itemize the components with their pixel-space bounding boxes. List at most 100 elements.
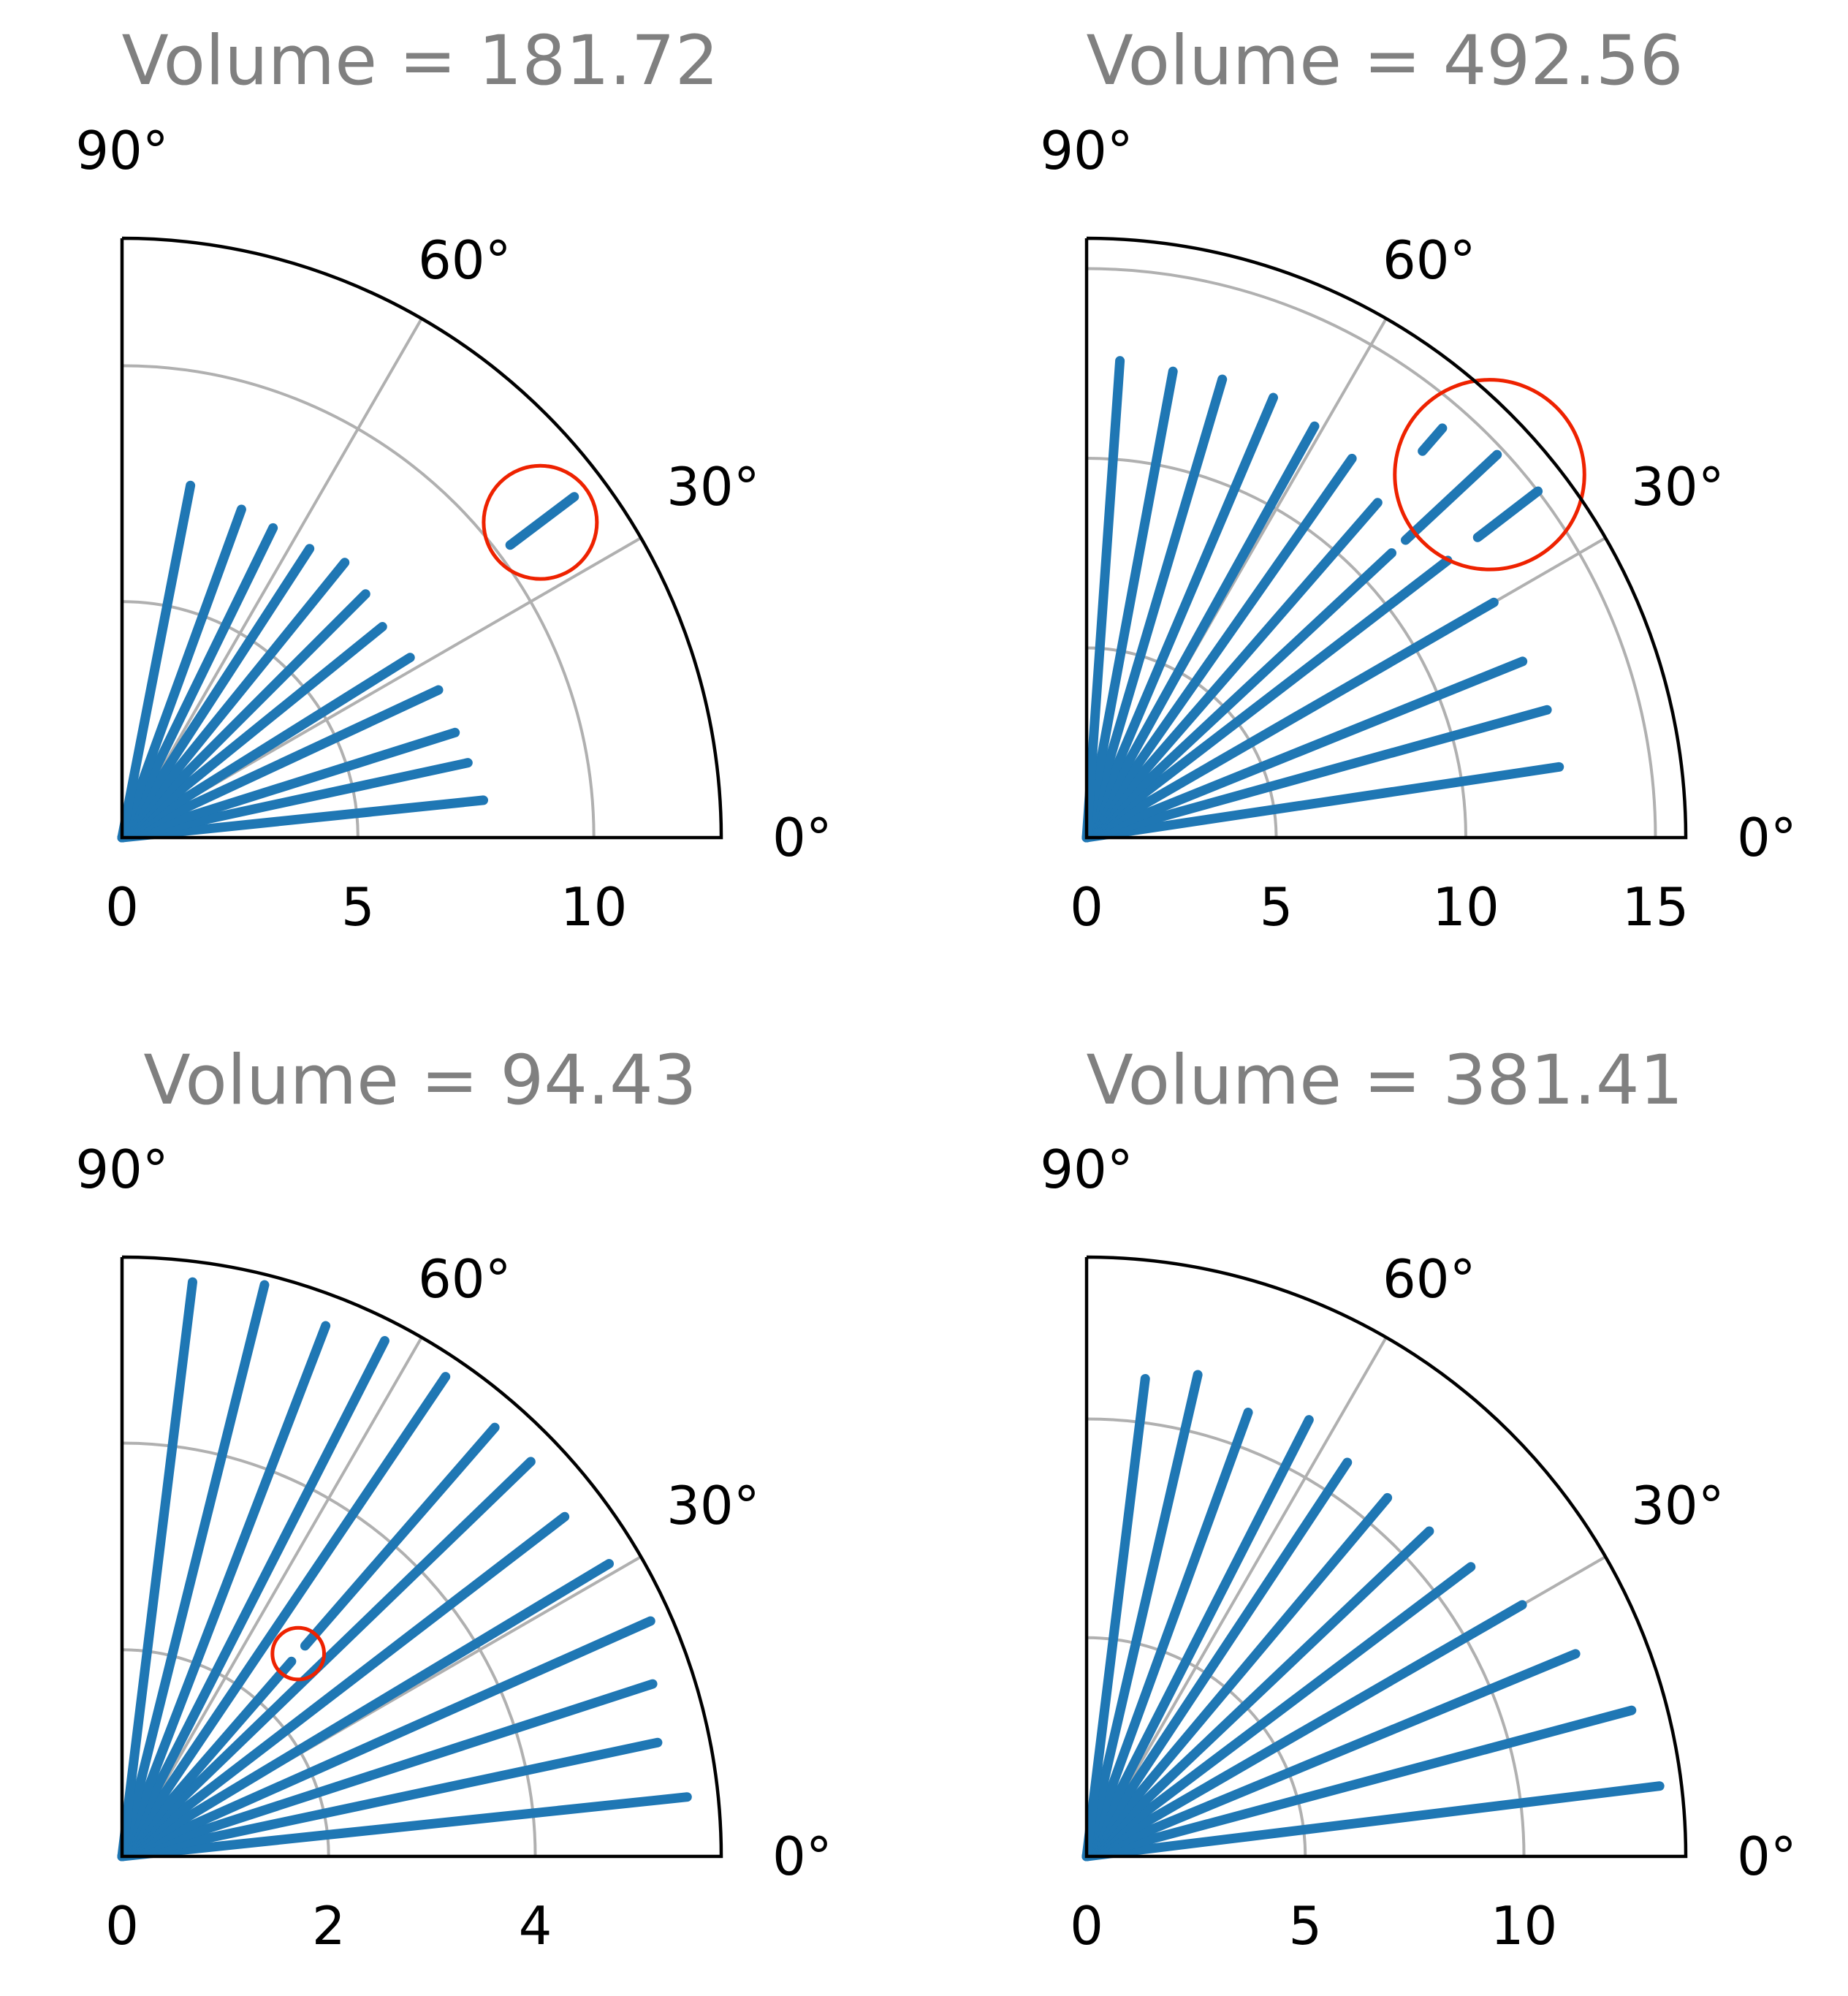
data-segment xyxy=(1081,1781,1665,1862)
data-segment xyxy=(117,1336,389,1862)
data-segment xyxy=(1081,597,1499,843)
r-tick-label: 0 xyxy=(105,1895,139,1957)
theta-tick-label: 60° xyxy=(418,1248,512,1310)
data-segment xyxy=(117,1559,615,1862)
data-segment xyxy=(1081,705,1552,843)
r-tick-label: 2 xyxy=(312,1895,346,1957)
data-segment xyxy=(505,492,579,550)
data-segment xyxy=(1081,1408,1253,1862)
data-segment xyxy=(1472,486,1543,542)
highlight-circle xyxy=(1393,378,1586,572)
polar-frame xyxy=(120,1255,723,1859)
theta-tick-label: 0° xyxy=(1737,807,1797,868)
radial-gridline xyxy=(1086,1417,1526,1857)
angular-gridline xyxy=(121,1336,423,1857)
r-tick-label: 5 xyxy=(1260,876,1293,938)
data-segment xyxy=(1081,1457,1353,1862)
data-segment xyxy=(117,1280,270,1862)
angular-gridline xyxy=(1085,1336,1388,1857)
data-segment xyxy=(117,795,489,843)
polar-panel-3: Volume = 94.43 0 2 4 0° 30° 60° 90° xyxy=(75,1041,832,1957)
data-segment xyxy=(117,1679,658,1862)
theta-tick-label: 30° xyxy=(666,1475,760,1536)
data-segment xyxy=(117,727,460,843)
data-segment xyxy=(117,480,196,843)
r-tick-label: 10 xyxy=(1491,1895,1558,1957)
data-segment xyxy=(1418,423,1448,456)
data-segment xyxy=(1400,449,1502,545)
data-segment xyxy=(117,1321,331,1862)
data-segment xyxy=(117,1511,570,1862)
data-segment xyxy=(117,589,370,843)
theta-tick-label: 60° xyxy=(418,229,512,291)
data-segment xyxy=(117,544,315,843)
data-segment xyxy=(117,558,350,843)
data-segment xyxy=(117,1616,655,1862)
data-segment xyxy=(1081,1492,1393,1862)
r-tick-label: 15 xyxy=(1622,876,1689,938)
theta-tick-label: 90° xyxy=(75,1139,169,1200)
radial-gridline xyxy=(1086,267,1657,838)
panel-title: Volume = 181.72 xyxy=(121,21,718,101)
radial-gridline xyxy=(121,364,596,838)
data-segment xyxy=(1081,366,1178,843)
theta-tick-label: 60° xyxy=(1383,1248,1476,1310)
data-segment xyxy=(1081,453,1357,843)
data-segment xyxy=(1081,498,1383,843)
r-tick-label: 5 xyxy=(1288,1895,1322,1957)
data-segment xyxy=(1081,1415,1314,1862)
data-segment xyxy=(1081,1562,1476,1862)
theta-tick-label: 90° xyxy=(75,120,169,181)
data-segment xyxy=(1081,1526,1434,1862)
data-segment xyxy=(117,685,444,843)
data-segment xyxy=(117,1792,692,1862)
r-tick-label: 4 xyxy=(519,1895,552,1957)
data-segment xyxy=(117,1457,536,1862)
polar-frame xyxy=(120,236,723,840)
data-segment xyxy=(117,1656,297,1862)
data-segment xyxy=(117,1737,663,1862)
data-segment xyxy=(1081,656,1528,843)
r-tick-label: 0 xyxy=(1070,876,1103,938)
theta-tick-label: 0° xyxy=(772,1826,832,1887)
data-segment xyxy=(117,758,473,843)
theta-tick-label: 0° xyxy=(1737,1826,1797,1887)
data-segment xyxy=(117,523,278,843)
data-segment xyxy=(1081,548,1397,843)
panel-title: Volume = 381.41 xyxy=(1086,1041,1683,1120)
r-tick-label: 5 xyxy=(341,876,375,938)
data-segment xyxy=(1081,762,1564,843)
polar-panel-4: Volume = 381.41 0 5 10 0° 30° 60° 90° xyxy=(1040,1041,1797,1957)
polar-panel-1: Volume = 181.72 0 5 10 0° 30° 60° 90° xyxy=(75,21,832,938)
data-segment xyxy=(300,1422,500,1651)
r-tick-label: 0 xyxy=(105,876,139,938)
highlight-circle xyxy=(270,1625,327,1682)
highlight-circle xyxy=(482,463,599,581)
data-segment xyxy=(1081,356,1125,843)
theta-tick-label: 60° xyxy=(1383,229,1476,291)
polar-frame xyxy=(1084,1255,1688,1859)
data-segment xyxy=(1081,1705,1637,1862)
angular-gridline xyxy=(121,317,423,838)
data-segment xyxy=(1081,1370,1203,1862)
radial-gridline xyxy=(1086,457,1467,838)
data-segment xyxy=(1081,392,1279,843)
data-segment xyxy=(1081,421,1320,843)
r-tick-label: 0 xyxy=(1070,1895,1103,1957)
theta-tick-label: 30° xyxy=(1631,456,1725,517)
data-segment xyxy=(117,653,415,843)
data-segment xyxy=(1081,1649,1581,1862)
data-segment xyxy=(117,622,387,843)
r-tick-label: 10 xyxy=(560,876,628,938)
data-segment xyxy=(117,1277,197,1862)
theta-tick-label: 30° xyxy=(666,456,760,517)
panel-title: Volume = 492.56 xyxy=(1086,21,1683,101)
data-segment xyxy=(1081,1600,1527,1862)
theta-tick-label: 90° xyxy=(1040,1139,1133,1200)
panel-title: Volume = 94.43 xyxy=(143,1041,696,1120)
data-segment xyxy=(1081,555,1453,843)
theta-tick-label: 30° xyxy=(1631,1475,1725,1536)
r-tick-label: 10 xyxy=(1432,876,1499,938)
polar-panel-2: Volume = 492.56 0 5 10 15 0° 30° 60° 90° xyxy=(1040,21,1797,938)
